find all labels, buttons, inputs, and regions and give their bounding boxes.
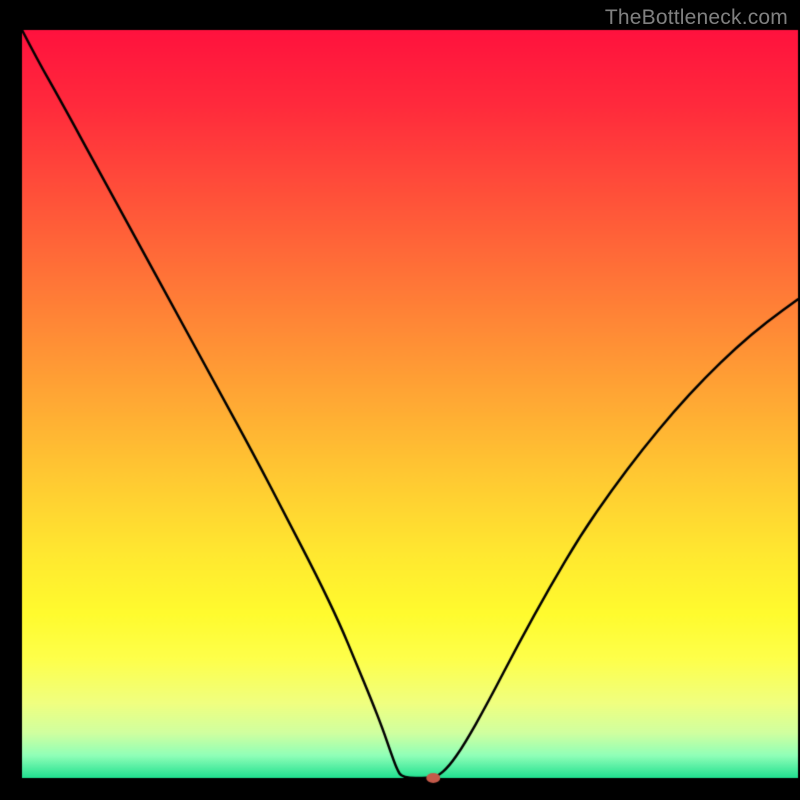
watermark-text: TheBottleneck.com [605,6,788,30]
chart-container: TheBottleneck.com [0,0,800,800]
bottleneck-chart [0,0,800,800]
